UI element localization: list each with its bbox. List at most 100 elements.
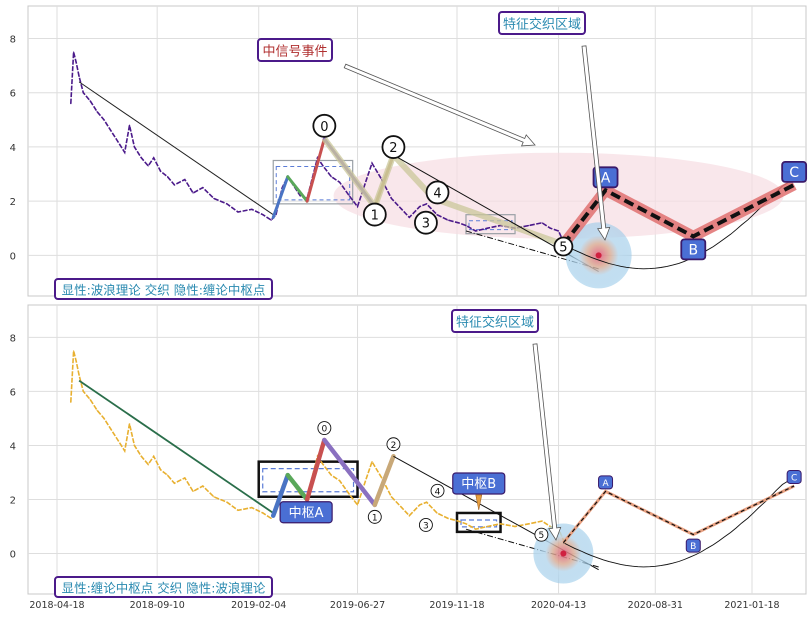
x-tick-label: 2019-11-18	[429, 600, 484, 611]
price-point	[457, 222, 459, 224]
feature-arrow	[532, 343, 562, 541]
price-point	[173, 482, 176, 484]
wave-point-label: 4	[433, 186, 441, 201]
price-point	[160, 469, 162, 471]
panel-bottom: 0 2 4 6 8 2018-04-18 2018-09-10 2019-02-04 2019-…	[10, 304, 807, 611]
chan-box	[272, 159, 354, 205]
wave-segment	[286, 175, 309, 203]
x-tick-label: 2019-06-27	[330, 600, 385, 611]
price-point	[436, 512, 438, 514]
feature-center	[560, 550, 567, 557]
price-point	[365, 477, 368, 479]
caption-label: 显性:波浪理论 交织 隐性:缠论中枢点	[62, 282, 266, 297]
price-point	[436, 214, 438, 216]
price-point	[213, 496, 215, 498]
wave-point-label: 3	[422, 217, 430, 232]
wave-point-marker	[414, 210, 438, 235]
feature-label-box	[498, 11, 586, 35]
price-point	[75, 62, 77, 64]
price-point	[401, 506, 403, 509]
wave-point-label: 0	[320, 120, 328, 135]
price-point	[381, 477, 383, 479]
chan-box-a-tag	[279, 501, 333, 524]
price-point	[89, 398, 91, 401]
price-point	[348, 493, 350, 495]
wave-point-marker	[386, 437, 401, 452]
wave-segment	[285, 472, 310, 502]
price-point	[117, 439, 119, 441]
price-point	[330, 474, 332, 476]
wave-segment	[304, 437, 327, 502]
price-point	[541, 222, 543, 224]
y-tick-label: 0	[10, 251, 16, 262]
y-tick-label: 8	[10, 35, 16, 46]
interweave-zone	[333, 152, 784, 239]
price-point	[140, 157, 142, 159]
forecast-curve	[563, 179, 795, 270]
price-point	[103, 417, 105, 420]
feature-center	[595, 252, 602, 259]
y-tick-label: 0	[10, 549, 16, 560]
forecast-path	[561, 183, 796, 246]
forecast-point-marker	[786, 469, 802, 484]
wave-point-marker	[381, 135, 406, 159]
price-point	[557, 230, 560, 232]
price-point	[96, 409, 98, 411]
wave-point-marker	[312, 113, 337, 138]
price-point	[133, 146, 135, 148]
price-point	[237, 211, 239, 213]
wave-point-marker	[362, 202, 387, 227]
caption-label: 显性:缠论中枢点 交织 隐性:波浪理论	[62, 580, 266, 595]
price-point	[528, 523, 530, 525]
forecast-point-label: B	[690, 542, 696, 552]
price-point	[426, 203, 428, 205]
wave-point-label: 1	[372, 513, 378, 523]
chan-box-b-label: 中枢B	[461, 477, 496, 492]
price-point	[447, 219, 449, 221]
forecast-path	[562, 485, 795, 544]
x-tick-label: 2018-04-18	[29, 600, 84, 611]
wave-point-label: 4	[435, 487, 441, 497]
forecast-point-label: C	[789, 165, 799, 181]
price-point	[96, 111, 98, 113]
mid-signal-label-box	[257, 38, 333, 62]
x-tick-label: 2021-01-18	[724, 600, 779, 611]
price-point	[419, 205, 421, 208]
mid-signal-label: 中信号事件	[262, 45, 327, 60]
price-point	[147, 463, 149, 465]
price-point	[299, 195, 301, 197]
price-point	[72, 51, 75, 53]
wave-segment	[305, 137, 326, 203]
price-point	[447, 517, 449, 519]
wave-point-label: 5	[539, 531, 545, 541]
forecast-point-marker	[781, 160, 808, 183]
price-point	[78, 75, 80, 78]
price-point	[419, 504, 421, 506]
price-point	[78, 374, 80, 376]
price-point	[124, 450, 126, 452]
forecast-point-marker	[680, 238, 707, 261]
wave-point-marker	[430, 483, 445, 498]
wave-point-marker	[418, 518, 433, 532]
price-point	[82, 92, 84, 94]
wave-point-marker	[425, 180, 450, 205]
y-tick-label: 6	[10, 89, 16, 100]
wave-segment	[270, 472, 290, 518]
price-point	[356, 205, 359, 208]
price-point	[213, 197, 215, 200]
price-point	[166, 176, 169, 178]
price-point	[365, 178, 368, 181]
chan-box	[455, 511, 502, 534]
price-point	[262, 214, 264, 216]
trend-line	[78, 379, 274, 514]
x-tick-label: 2018-09-10	[130, 600, 185, 611]
forecast-point-marker	[598, 475, 614, 490]
price-point	[160, 170, 162, 172]
wave-point-label: 0	[321, 425, 327, 435]
price-point	[70, 401, 72, 403]
price-point	[371, 162, 373, 164]
wave-segment	[372, 454, 396, 508]
wave-point-marker	[553, 236, 574, 257]
price-point	[408, 216, 410, 219]
price-point	[322, 463, 324, 465]
